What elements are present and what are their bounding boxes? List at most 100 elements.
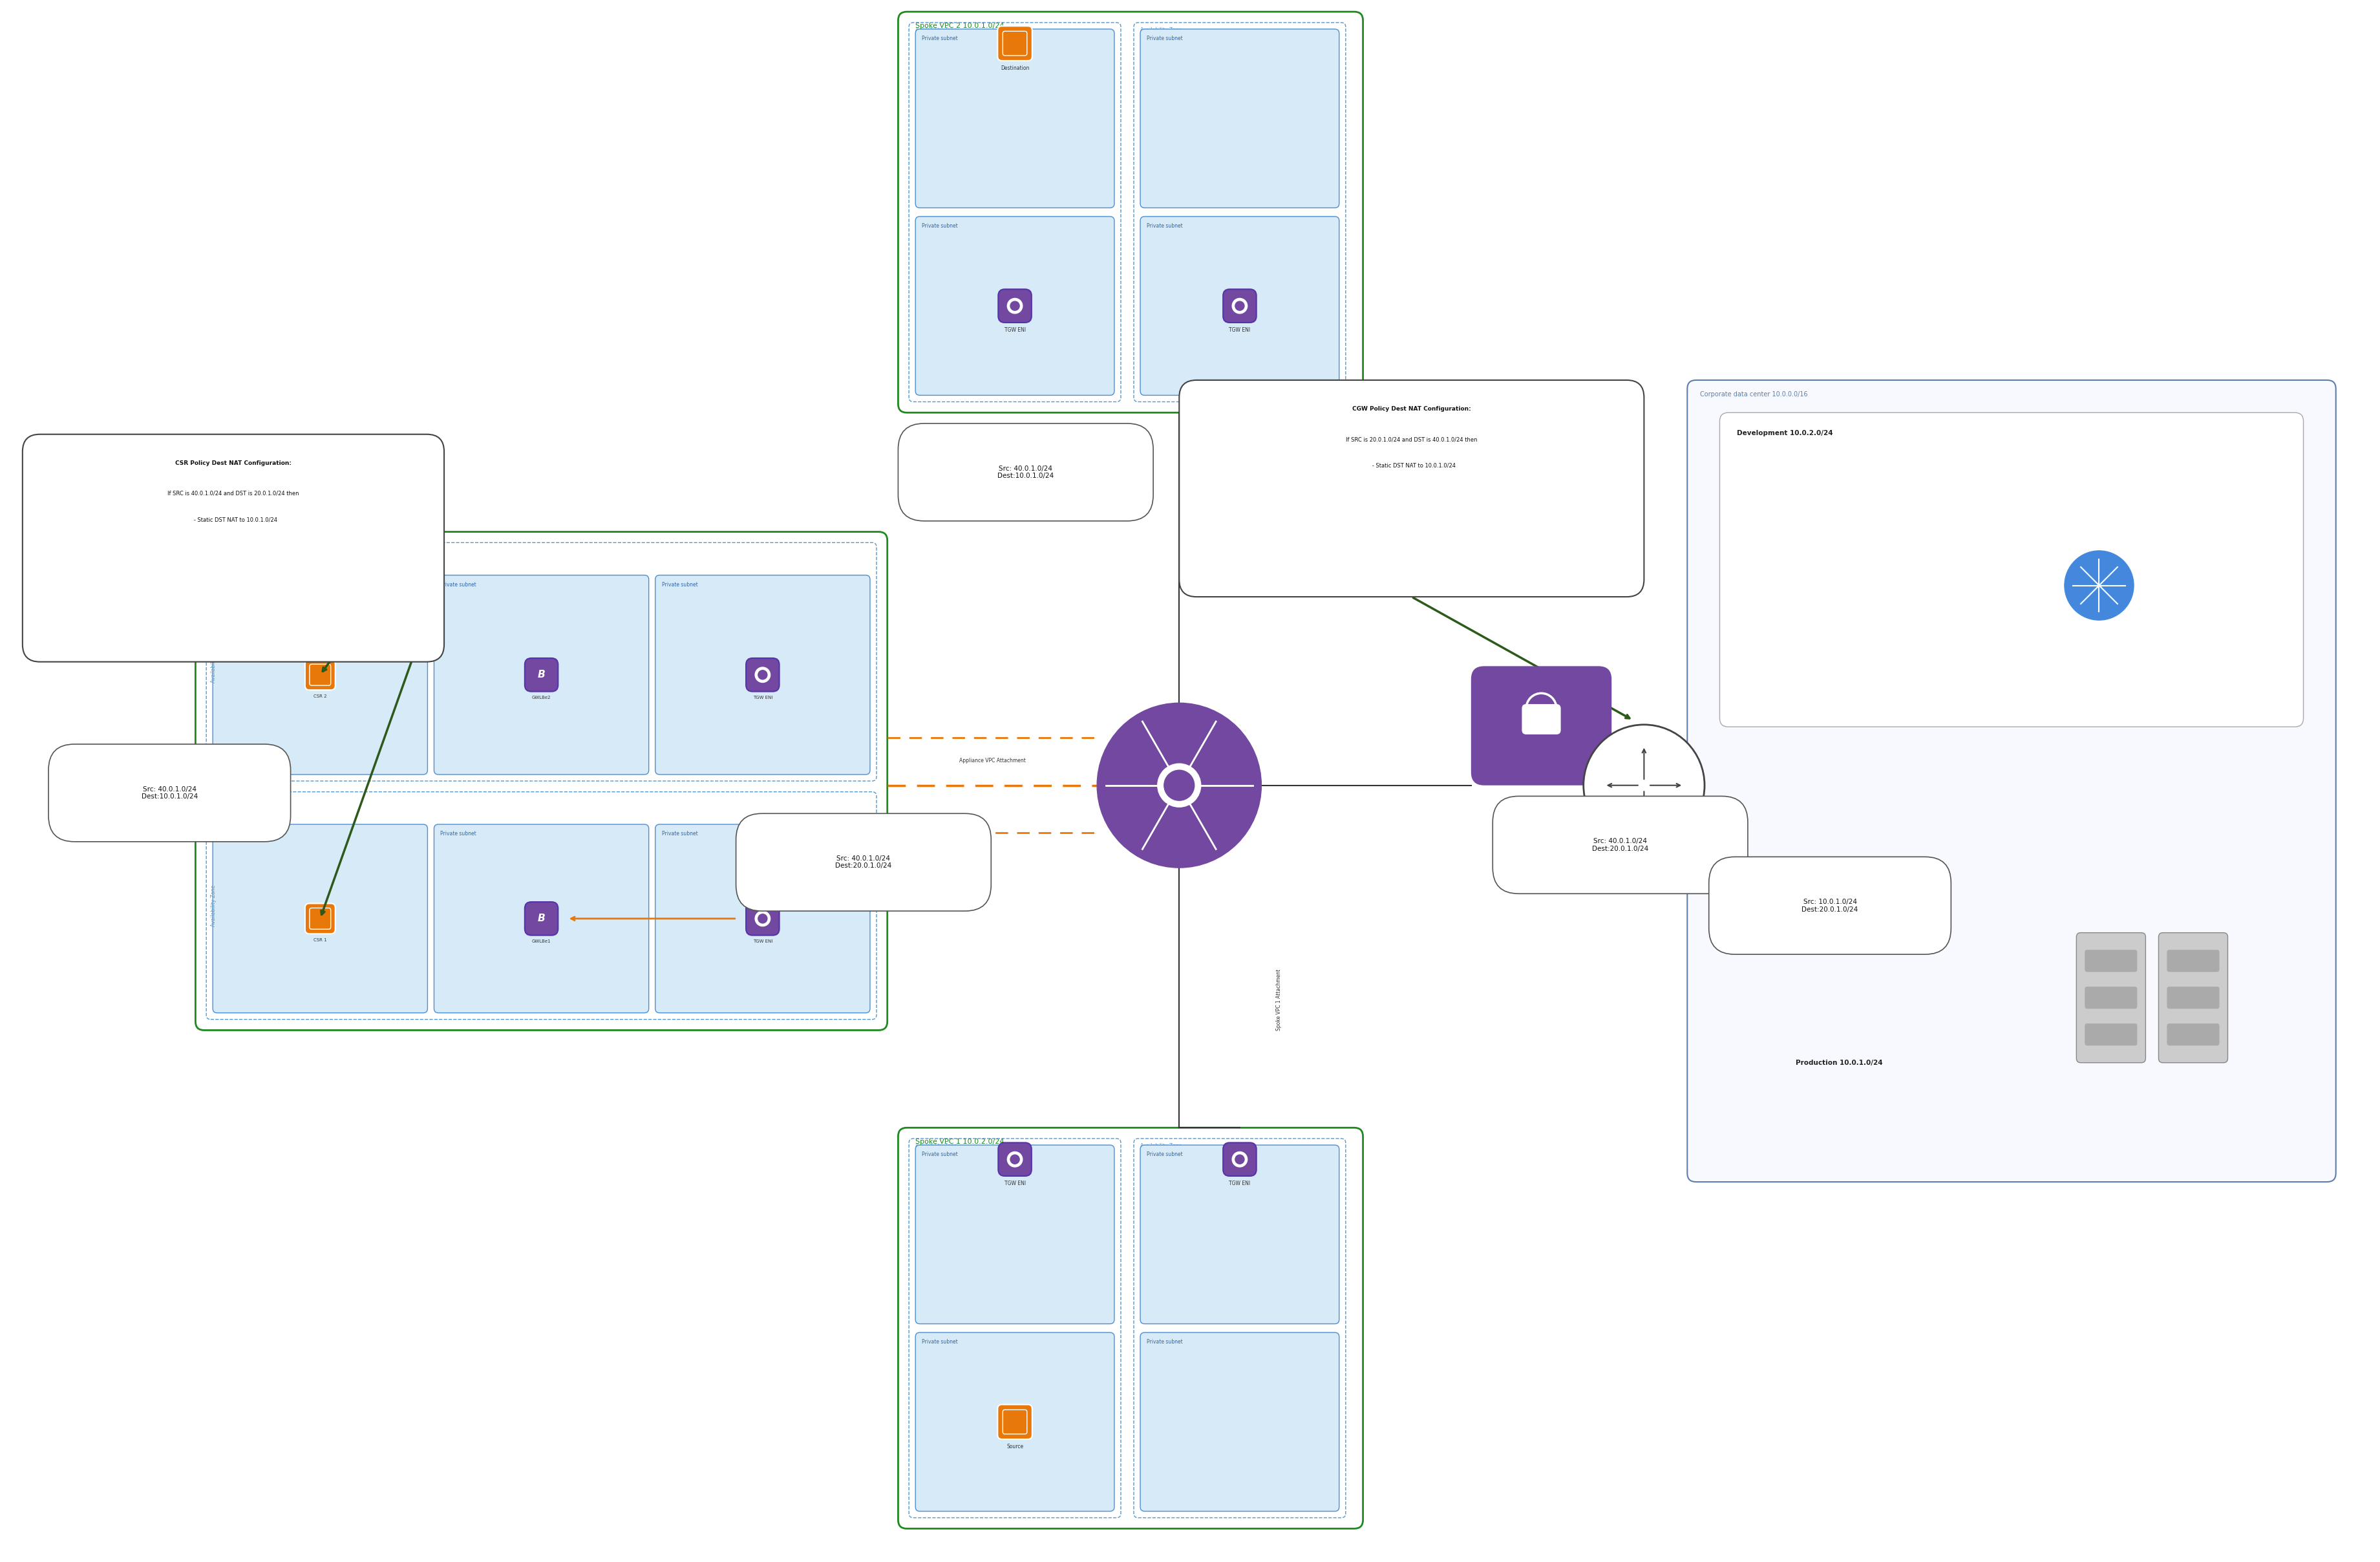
Text: Private subnet: Private subnet	[440, 831, 476, 837]
Text: Development 10.0.2.0/24: Development 10.0.2.0/24	[1737, 430, 1833, 436]
FancyBboxPatch shape	[1223, 289, 1257, 323]
Text: CGW Policy Dest NAT Configuration:: CGW Policy Dest NAT Configuration:	[1352, 406, 1471, 412]
Circle shape	[754, 911, 771, 926]
Text: Private subnet: Private subnet	[440, 581, 476, 587]
FancyBboxPatch shape	[654, 825, 871, 1012]
FancyBboxPatch shape	[997, 1404, 1033, 1439]
FancyBboxPatch shape	[2159, 933, 2228, 1062]
Text: Private subnet: Private subnet	[662, 581, 697, 587]
Text: TGW ENI: TGW ENI	[752, 695, 773, 700]
FancyBboxPatch shape	[212, 825, 428, 1012]
FancyBboxPatch shape	[745, 901, 778, 936]
FancyBboxPatch shape	[1687, 380, 2335, 1182]
FancyBboxPatch shape	[195, 531, 888, 1031]
Text: AWS Site to Site VPN: AWS Site to Site VPN	[1516, 797, 1566, 801]
Circle shape	[1007, 1151, 1023, 1167]
FancyBboxPatch shape	[997, 27, 1033, 61]
Text: Appliance VPC 192.168.0.0/16: Appliance VPC 192.168.0.0/16	[212, 542, 321, 550]
Text: Availability Zone: Availability Zone	[1140, 1143, 1183, 1148]
Text: TGW ENI: TGW ENI	[1228, 1181, 1250, 1186]
FancyBboxPatch shape	[2075, 933, 2147, 1062]
Circle shape	[1007, 298, 1023, 314]
Text: If SRC is 20.0.1.0/24 and DST is 40.0.1.0/24 then: If SRC is 20.0.1.0/24 and DST is 40.0.1.…	[1345, 436, 1478, 442]
Text: CSR 1: CSR 1	[314, 939, 326, 942]
FancyBboxPatch shape	[212, 575, 428, 775]
Text: - Static DST NAT to 10.0.1.0/24: - Static DST NAT to 10.0.1.0/24	[188, 517, 278, 522]
FancyBboxPatch shape	[1223, 1143, 1257, 1176]
FancyBboxPatch shape	[1140, 217, 1340, 395]
Text: Spoke VPC 1 Attachment: Spoke VPC 1 Attachment	[1276, 968, 1280, 1031]
FancyBboxPatch shape	[524, 658, 557, 692]
FancyBboxPatch shape	[735, 814, 990, 911]
Text: Src: 40.0.1.0/24
Dest:10.0.1.0/24: Src: 40.0.1.0/24 Dest:10.0.1.0/24	[997, 465, 1054, 480]
FancyBboxPatch shape	[305, 903, 336, 934]
FancyBboxPatch shape	[2085, 987, 2137, 1009]
FancyBboxPatch shape	[1140, 1145, 1340, 1325]
Text: Availability Zone: Availability Zone	[209, 640, 217, 683]
Text: CSR Policy Dest NAT Configuration:: CSR Policy Dest NAT Configuration:	[176, 461, 290, 465]
Text: Availability Zone: Availability Zone	[1140, 27, 1183, 33]
FancyBboxPatch shape	[916, 30, 1114, 208]
FancyBboxPatch shape	[1709, 858, 1952, 954]
Text: Source: Source	[1007, 1443, 1023, 1450]
Circle shape	[1011, 1154, 1019, 1164]
Text: Spoke VPC 2 Attachment: Spoke VPC 2 Attachment	[1276, 503, 1280, 565]
Text: Src: 10.0.1.0/24
Dest:20.0.1.0/24: Src: 10.0.1.0/24 Dest:20.0.1.0/24	[1802, 898, 1859, 912]
Text: Availability Zone: Availability Zone	[212, 797, 255, 801]
Circle shape	[1235, 1154, 1245, 1164]
FancyBboxPatch shape	[433, 825, 650, 1012]
Circle shape	[1233, 1151, 1247, 1167]
Circle shape	[1164, 770, 1195, 800]
Text: Private subnet: Private subnet	[1147, 36, 1183, 41]
Text: Private subnet: Private subnet	[1147, 223, 1183, 228]
FancyBboxPatch shape	[433, 575, 650, 775]
Circle shape	[1583, 725, 1704, 847]
FancyBboxPatch shape	[1140, 1332, 1340, 1512]
Text: Destination: Destination	[1000, 66, 1028, 70]
FancyBboxPatch shape	[897, 1128, 1364, 1529]
FancyBboxPatch shape	[1521, 704, 1561, 734]
Text: Private subnet: Private subnet	[219, 581, 255, 587]
Text: Private subnet: Private subnet	[921, 223, 957, 228]
FancyBboxPatch shape	[745, 658, 778, 692]
Text: Corporate data center 10.0.0.0/16: Corporate data center 10.0.0.0/16	[1699, 391, 1809, 397]
FancyBboxPatch shape	[48, 744, 290, 842]
Circle shape	[759, 914, 766, 923]
Text: GWLBe2: GWLBe2	[531, 695, 550, 700]
Text: Private subnet: Private subnet	[219, 831, 255, 837]
Text: Spoke VPC 1 10.0.2.0/24: Spoke VPC 1 10.0.2.0/24	[916, 1139, 1004, 1145]
Circle shape	[1157, 764, 1202, 808]
FancyBboxPatch shape	[1492, 797, 1747, 893]
Text: Src: 40.0.1.0/24
Dest:20.0.1.0/24: Src: 40.0.1.0/24 Dest:20.0.1.0/24	[1592, 837, 1649, 851]
Text: Availability Zone: Availability Zone	[212, 547, 255, 553]
Text: B: B	[538, 670, 545, 679]
FancyBboxPatch shape	[2168, 950, 2218, 972]
Text: TGW ENI: TGW ENI	[752, 940, 773, 943]
Circle shape	[759, 670, 766, 679]
Text: - Static DST NAT to 10.0.1.0/24: - Static DST NAT to 10.0.1.0/24	[1368, 462, 1457, 469]
Text: Production 10.0.1.0/24: Production 10.0.1.0/24	[1795, 1059, 1883, 1065]
FancyBboxPatch shape	[2168, 1023, 2218, 1045]
Circle shape	[2063, 551, 2135, 620]
Text: CSR 2: CSR 2	[314, 695, 326, 698]
Text: Src: 40.0.1.0/24
Dest:10.0.1.0/24: Src: 40.0.1.0/24 Dest:10.0.1.0/24	[140, 786, 198, 800]
Text: TGW ENI: TGW ENI	[1004, 1181, 1026, 1186]
FancyBboxPatch shape	[654, 575, 871, 775]
Text: B: B	[538, 914, 545, 923]
FancyBboxPatch shape	[916, 1332, 1114, 1512]
FancyBboxPatch shape	[897, 423, 1154, 522]
Text: Src: 40.0.1.0/24
Dest:20.0.1.0/24: Src: 40.0.1.0/24 Dest:20.0.1.0/24	[835, 856, 892, 868]
FancyBboxPatch shape	[524, 901, 557, 936]
Text: Availability Zone: Availability Zone	[916, 1143, 957, 1148]
FancyBboxPatch shape	[1471, 665, 1611, 786]
Text: Private subnet: Private subnet	[921, 1151, 957, 1157]
Text: Spoke VPC 2 10.0.1.0/24: Spoke VPC 2 10.0.1.0/24	[916, 22, 1004, 30]
FancyBboxPatch shape	[305, 659, 336, 690]
Text: Availability Zone: Availability Zone	[209, 884, 217, 926]
Circle shape	[754, 667, 771, 683]
Text: Private subnet: Private subnet	[921, 1339, 957, 1345]
FancyBboxPatch shape	[997, 289, 1031, 323]
Text: Availability Zone: Availability Zone	[916, 27, 957, 33]
FancyBboxPatch shape	[997, 1143, 1031, 1176]
Text: GWLBe1: GWLBe1	[531, 940, 552, 943]
